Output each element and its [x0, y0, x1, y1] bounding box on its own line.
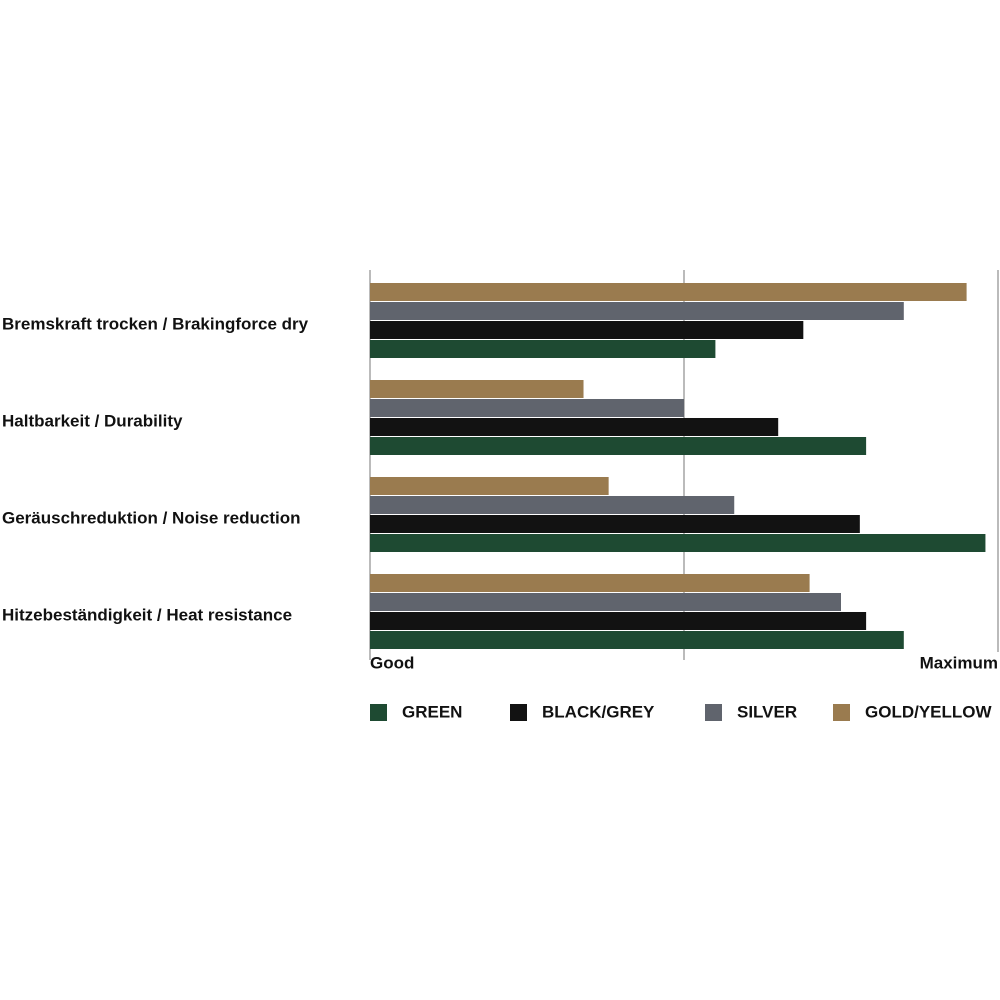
category-label: Hitzebeständigkeit / Heat resistance — [2, 605, 292, 624]
bar — [370, 399, 684, 417]
legend-label: GREEN — [402, 702, 462, 721]
bar — [370, 631, 904, 649]
bar — [370, 283, 967, 301]
category-label: Geräuschreduktion / Noise reduction — [2, 508, 301, 527]
bar — [370, 477, 609, 495]
bar — [370, 302, 904, 320]
legend-swatch — [833, 704, 850, 721]
legend-label: SILVER — [737, 702, 797, 721]
bar — [370, 418, 779, 436]
bar — [370, 612, 867, 630]
x-tick-label: Maximum — [920, 653, 998, 672]
legend-label: GOLD/YELLOW — [865, 702, 993, 721]
legend-swatch — [510, 704, 527, 721]
bar — [370, 534, 986, 552]
bar — [370, 496, 735, 514]
legend-swatch — [705, 704, 722, 721]
bar — [370, 321, 804, 339]
category-label: Bremskraft trocken / Brakingforce dry — [2, 314, 309, 333]
legend-swatch — [370, 704, 387, 721]
bar — [370, 380, 584, 398]
legend-label: BLACK/GREY — [542, 702, 655, 721]
bar — [370, 515, 860, 533]
x-tick-label: Good — [370, 653, 414, 672]
category-label: Haltbarkeit / Durability — [2, 411, 183, 430]
bar — [370, 593, 841, 611]
bar — [370, 574, 810, 592]
bar — [370, 340, 716, 358]
bar — [370, 437, 867, 455]
